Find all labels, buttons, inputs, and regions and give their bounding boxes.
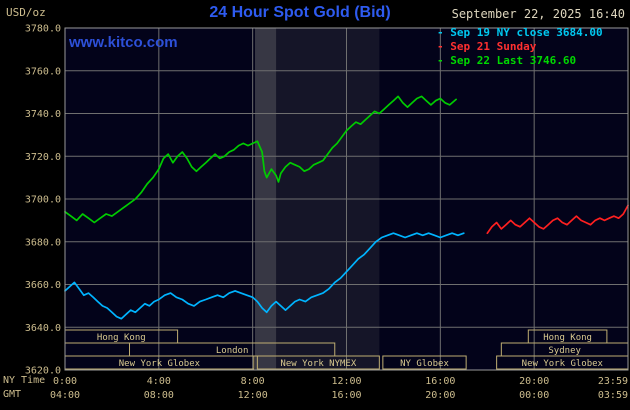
market-session-box: [256, 355, 380, 370]
market-session-label: New York NYMEX: [280, 359, 356, 369]
x-tick-label-ny: 16:00: [425, 376, 455, 387]
market-session-label: Sydney: [548, 346, 581, 356]
x-tick-label-ny: 23:59: [598, 376, 628, 387]
market-session-box: [527, 329, 608, 344]
timestamp-label: September 22, 2025 16:40: [451, 7, 625, 21]
x-tick-label-ny: 4:00: [147, 376, 171, 387]
x-tick-label-gmt: 00:00: [519, 390, 549, 401]
y-tick-label: 3660.0: [25, 280, 61, 291]
plot-border: [64, 27, 629, 371]
y-tick-label: 3700.0: [25, 195, 61, 206]
ny-time-axis-label: NY Time: [3, 375, 46, 386]
sep19-line: [64, 232, 465, 320]
y-tick-label: 3680.0: [25, 237, 61, 248]
chart-title: 24 Hour Spot Gold (Bid): [209, 4, 391, 21]
sep22-line: [64, 95, 457, 224]
x-tick-label-gmt: 03:59: [598, 390, 628, 401]
market-session-label: New York Globex: [119, 359, 201, 369]
y-axis-unit-label: USD/oz: [6, 6, 46, 19]
x-tick-label-gmt: 04:00: [50, 390, 80, 401]
kitco-website-link[interactable]: www.kitco.com: [69, 34, 178, 51]
y-tick-label: 3740.0: [25, 109, 61, 120]
y-tick-label: 3760.0: [25, 66, 61, 77]
legend-item-0: - Sep 19 NY close 3684.00: [437, 26, 603, 39]
market-session-label: Hong Kong: [543, 333, 592, 343]
y-tick-label: 3780.0: [25, 24, 61, 35]
x-tick-label-gmt: 12:00: [238, 390, 268, 401]
chart-legend: - Sep 19 NY close 3684.00- Sep 21 Sunday…: [437, 26, 603, 68]
x-tick-label-gmt: 16:00: [331, 390, 361, 401]
y-tick-label: 3720.0: [25, 152, 61, 163]
market-session-label: New York Globex: [522, 359, 604, 369]
x-tick-label-ny: 20:00: [519, 376, 549, 387]
x-tick-label-gmt: 20:00: [425, 390, 455, 401]
market-session-label: London: [216, 346, 249, 356]
gmt-axis-label: GMT: [3, 389, 22, 400]
legend-item-1: - Sep 21 Sunday: [437, 40, 537, 53]
sep21-line: [486, 204, 629, 235]
market-session-box: [382, 355, 467, 370]
y-tick-label: 3640.0: [25, 323, 61, 334]
x-tick-label-ny: 8:00: [241, 376, 265, 387]
x-tick-label-ny: 0:00: [53, 376, 77, 387]
x-tick-label-gmt: 08:00: [144, 390, 174, 401]
market-session-label: NY Globex: [400, 359, 449, 369]
x-tick-label-ny: 12:00: [331, 376, 361, 387]
legend-item-2: - Sep 22 Last 3746.60: [437, 54, 577, 67]
y-tick-label: 3620.0: [25, 366, 61, 377]
market-session-label: Hong Kong: [97, 333, 146, 343]
